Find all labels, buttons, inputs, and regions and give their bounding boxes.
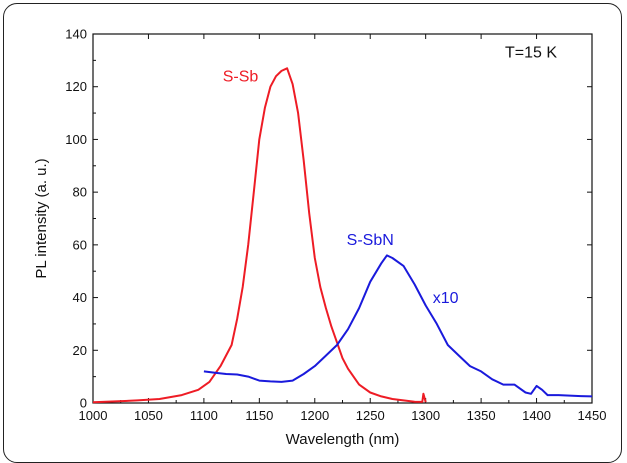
y-tick-label: 120	[65, 79, 87, 94]
x-tick-label: 1400	[522, 408, 551, 423]
x10-label-annotation: x10	[433, 290, 459, 307]
y-tick-label: 100	[65, 132, 87, 147]
y-axis-label: PL intensity (a. u.)	[33, 158, 50, 278]
s-sb-curve	[92, 67, 427, 404]
x-tick-label: 1350	[467, 408, 496, 423]
series-lines	[92, 67, 593, 404]
y-tick-label: 60	[73, 237, 87, 252]
temp-annotation: T=15 K	[505, 45, 557, 62]
s-sb-label-annotation: S-Sb	[223, 68, 259, 85]
s-sbn-label-annotation: S-SbN	[347, 232, 394, 249]
plot-area-border	[92, 33, 593, 404]
x-tick-label: 1050	[134, 408, 163, 423]
axis-ticks: 1000 1050 1100 1150 1200 1250 1300 1350 1400 1450…	[65, 27, 606, 424]
x-tick-label: 1450	[578, 408, 607, 423]
plot-axes	[92, 33, 593, 404]
x-tick-label: 1250	[356, 408, 385, 423]
y-tick-label: 80	[73, 185, 87, 200]
s-sbn-curve	[203, 254, 593, 398]
y-tick-label: 0	[80, 396, 87, 411]
annotations: T=15 K S-Sb S-SbN x10	[223, 45, 558, 307]
x-tick-label: 1000	[79, 408, 108, 423]
x-tick-label: 1100	[190, 408, 218, 423]
y-tick-label: 20	[73, 343, 87, 358]
x-tick-label: 1200	[300, 408, 329, 423]
x-tick-label: 1300	[411, 408, 440, 423]
x-axis-label: Wavelength (nm)	[286, 431, 400, 448]
x-tick-label: 1150	[245, 408, 273, 423]
y-tick-label: 140	[65, 27, 87, 42]
y-tick-label: 40	[73, 290, 87, 305]
